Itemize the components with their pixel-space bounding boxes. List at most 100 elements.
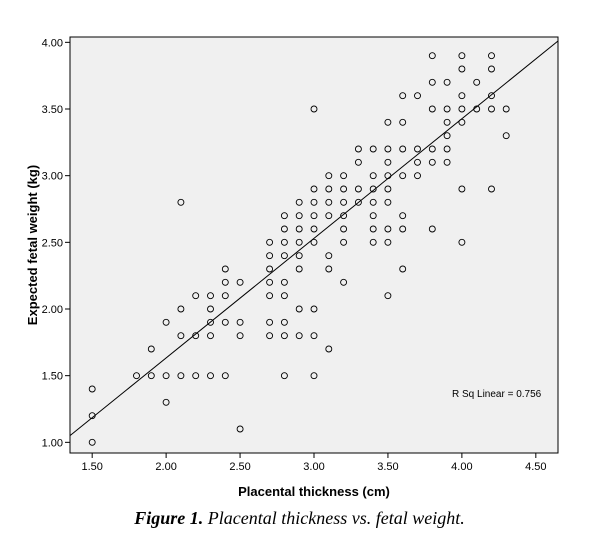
data-point <box>354 158 362 166</box>
data-point <box>280 252 288 260</box>
data-point <box>443 158 451 166</box>
figure-caption-text: Placental thickness vs. fetal weight. <box>207 508 465 528</box>
data-point <box>369 172 377 180</box>
data-point <box>458 52 466 60</box>
data-point <box>428 145 436 153</box>
data-point <box>443 145 451 153</box>
scatter-chart: 1.50 2.00 2.50 3.00 3.50 4.00 4.50 1.00 1.50 2.0… <box>25 36 559 499</box>
data-point <box>177 198 185 206</box>
data-point <box>488 185 495 193</box>
y-tick-label: 2.50 <box>42 237 63 249</box>
y-tick-label: 1.00 <box>42 437 63 449</box>
data-point <box>414 145 421 153</box>
x-axis: 1.50 2.00 2.50 3.00 3.50 4.00 4.50 <box>81 453 547 473</box>
data-point <box>266 318 274 326</box>
data-point <box>236 332 244 340</box>
data-point <box>443 78 451 86</box>
data-point <box>177 372 185 380</box>
data-point <box>207 292 214 300</box>
data-point <box>266 238 274 246</box>
x-tick-label: 2.50 <box>229 461 250 473</box>
regression-line <box>69 40 559 437</box>
data-point <box>428 105 436 113</box>
data-point <box>428 158 436 166</box>
data-point <box>502 105 510 113</box>
data-point <box>280 332 288 340</box>
data-point <box>399 92 407 100</box>
data-point <box>458 92 466 100</box>
data-point <box>369 145 377 153</box>
data-point <box>280 318 288 326</box>
data-point <box>295 225 303 233</box>
data-point <box>310 212 318 220</box>
data-point <box>414 172 421 180</box>
data-point <box>384 185 392 193</box>
data-point <box>340 278 348 286</box>
data-point <box>325 252 333 260</box>
data-point <box>384 225 392 233</box>
data-point <box>488 65 495 73</box>
data-point <box>177 332 185 340</box>
data-point <box>207 372 214 380</box>
data-point <box>340 225 348 233</box>
data-point <box>354 145 362 153</box>
data-point <box>443 132 451 140</box>
data-point <box>502 132 510 140</box>
data-point <box>399 145 407 153</box>
data-point <box>340 172 348 180</box>
data-point <box>384 292 392 300</box>
data-point <box>266 292 274 300</box>
data-point <box>310 225 318 233</box>
data-point <box>428 78 436 86</box>
data-point <box>266 252 274 260</box>
data-point <box>384 238 392 246</box>
data-point <box>236 318 244 326</box>
data-point <box>295 265 303 273</box>
data-point <box>310 332 318 340</box>
data-point <box>295 252 303 260</box>
y-tick-label: 3.00 <box>42 171 63 183</box>
data-point <box>325 212 333 220</box>
data-point <box>133 372 140 380</box>
data-point <box>384 198 392 206</box>
data-point <box>221 278 229 286</box>
y-axis-title: Expected fetal weight (kg) <box>25 165 40 325</box>
data-point <box>428 52 436 60</box>
data-point <box>147 345 155 353</box>
data-point <box>177 305 185 313</box>
data-point <box>310 198 318 206</box>
data-point <box>207 305 214 313</box>
data-point <box>221 292 229 300</box>
data-point <box>162 318 170 326</box>
data-point <box>369 198 377 206</box>
data-point <box>443 118 451 126</box>
data-points <box>88 52 510 446</box>
data-point <box>340 212 348 220</box>
data-point <box>325 345 333 353</box>
data-point <box>399 118 407 126</box>
data-point <box>340 185 348 193</box>
data-point <box>207 318 214 326</box>
data-point <box>369 212 377 220</box>
data-point <box>369 225 377 233</box>
data-point <box>325 172 333 180</box>
data-point <box>295 212 303 220</box>
figure-label: Figure 1. <box>134 508 204 528</box>
figure-caption: Figure 1. Placental thickness vs. fetal … <box>0 508 599 529</box>
x-tick-label: 3.50 <box>377 461 398 473</box>
data-point <box>325 198 333 206</box>
x-axis-title: Placental thickness (cm) <box>238 484 390 499</box>
data-point <box>384 145 392 153</box>
data-point <box>266 265 274 273</box>
data-point <box>310 238 318 246</box>
data-point <box>280 278 288 286</box>
data-point <box>310 372 318 380</box>
data-point <box>88 385 96 393</box>
data-point <box>488 105 495 113</box>
data-point <box>192 292 200 300</box>
x-tick-label: 2.00 <box>155 461 176 473</box>
data-point <box>325 185 333 193</box>
data-point <box>192 332 200 340</box>
data-point <box>458 105 466 113</box>
data-point <box>280 372 288 380</box>
